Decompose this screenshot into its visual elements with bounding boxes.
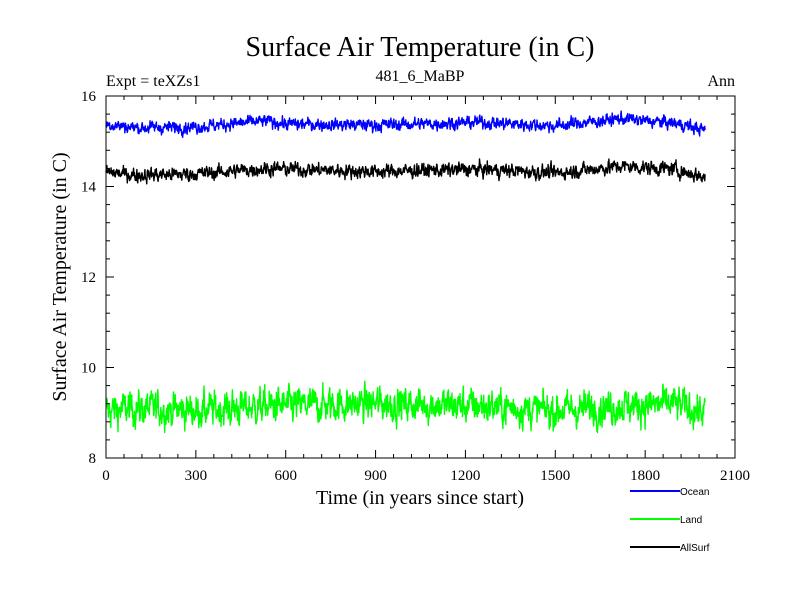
- x-tick-label: 300: [185, 468, 208, 484]
- x-tick-label: 1500: [540, 468, 570, 484]
- series-line-ocean: [105, 110, 706, 139]
- x-tick-label: 1200: [450, 468, 480, 484]
- legend-label-land: Land: [680, 515, 702, 526]
- y-axis-label: Surface Air Temperature (in C): [49, 152, 71, 401]
- x-axis-label: Time (in years since start): [316, 487, 524, 509]
- x-tick-label: 2100: [720, 468, 750, 484]
- x-tick-label: 900: [364, 468, 387, 484]
- series-layer: [105, 110, 706, 434]
- y-tick-label: 8: [89, 451, 97, 467]
- x-tick-label: 1800: [630, 468, 660, 484]
- ticks-layer: [105, 95, 736, 459]
- y-tick-label: 14: [81, 180, 97, 196]
- experiment-label: Expt = teXZs1: [106, 73, 200, 90]
- tick-labels: 0 300 600 900 1200 1500 1800 2100 8 10 12 14 16: [81, 89, 750, 484]
- y-tick-label: 12: [81, 270, 96, 286]
- legend: Ocean Land AllSurf: [630, 487, 710, 554]
- chart-subtitle: 481_6_MaBP: [376, 68, 465, 85]
- y-tick-label: 16: [81, 89, 97, 105]
- series-line-allsurf: [105, 158, 706, 185]
- series-line-land: [105, 380, 706, 434]
- legend-label-allsurf: AllSurf: [680, 543, 710, 554]
- chart-title: Surface Air Temperature (in C): [246, 32, 595, 63]
- x-tick-label: 600: [274, 468, 297, 484]
- period-label: Ann: [707, 73, 735, 90]
- y-tick-label: 10: [81, 361, 96, 377]
- plot-frame: [105, 95, 736, 459]
- x-tick-label: 0: [102, 468, 110, 484]
- legend-label-ocean: Ocean: [680, 487, 709, 498]
